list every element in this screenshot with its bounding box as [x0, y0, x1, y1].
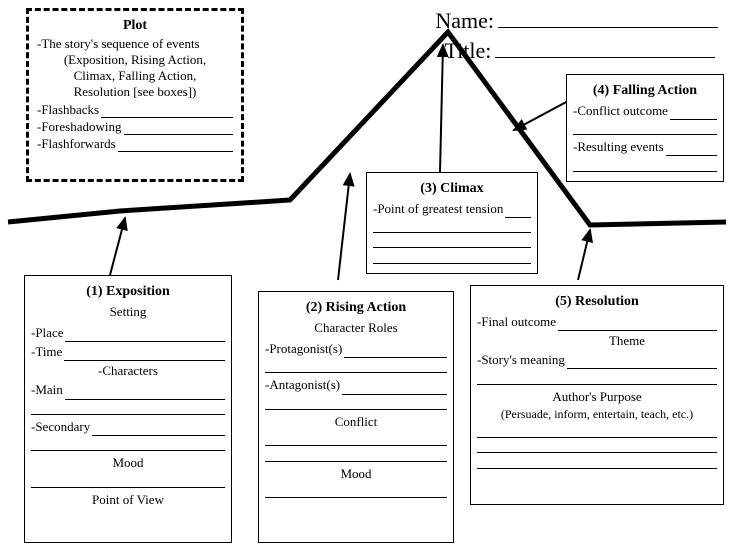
resolution-title: (5) Resolution [477, 292, 717, 312]
field-row[interactable]: -Protagonist(s) [265, 340, 447, 358]
title-label: Title: [435, 38, 495, 64]
exposition-subtitle: Setting [31, 303, 225, 321]
field-row[interactable]: -Main [31, 381, 225, 399]
blank-line[interactable] [573, 159, 717, 171]
plot-box-line: -The story's sequence of events [37, 36, 233, 52]
title-input-line[interactable] [495, 36, 715, 58]
blank-line[interactable] [265, 486, 447, 498]
arrow-falling [514, 100, 570, 130]
arrow-exposition [110, 218, 125, 275]
section-heading: Point of View [31, 491, 225, 509]
field-row[interactable]: -Antagonist(s) [265, 376, 447, 394]
arrow-resolution [578, 230, 590, 280]
field-row[interactable]: -Time [31, 343, 225, 361]
section-heading: Mood [31, 454, 225, 472]
blank-line[interactable] [373, 221, 531, 233]
name-label: Name: [435, 8, 498, 34]
blank-line[interactable] [477, 441, 717, 453]
blank-line[interactable] [31, 403, 225, 415]
rising-subtitle: Character Roles [265, 319, 447, 337]
field-row[interactable]: -Story's meaning [477, 351, 717, 369]
field-row[interactable]: -Point of greatest tension [373, 200, 531, 218]
arrow-rising [338, 174, 350, 280]
blank-line[interactable] [477, 456, 717, 468]
field-row[interactable]: -Place [31, 324, 225, 342]
name-input-line[interactable] [498, 6, 718, 28]
blank-line[interactable] [373, 251, 531, 263]
blank-line[interactable] [265, 449, 447, 461]
section-heading: Mood [265, 465, 447, 483]
field-row[interactable]: -Secondary [31, 418, 225, 436]
blank-line[interactable] [31, 439, 225, 451]
section-heading: Theme [477, 332, 717, 350]
plot-box-line: Climax, Falling Action, [37, 68, 233, 84]
rising-action-box: (2) Rising Action Character Roles -Prota… [258, 291, 454, 543]
plot-box-field[interactable]: -Foreshadowing [37, 119, 233, 135]
blank-line[interactable] [477, 425, 717, 437]
field-row[interactable]: -Conflict outcome [573, 102, 717, 120]
climax-title: (3) Climax [373, 179, 531, 199]
field-row[interactable]: -Final outcome [477, 313, 717, 331]
blank-line[interactable] [477, 372, 717, 384]
blank-line[interactable] [265, 361, 447, 373]
blank-line[interactable] [373, 236, 531, 248]
plot-box-line: Resolution [see boxes]) [37, 84, 233, 100]
plot-box-line: (Exposition, Rising Action, [37, 52, 233, 68]
exposition-box: (1) Exposition Setting -Place-Time-Chara… [24, 275, 232, 543]
falling-title: (4) Falling Action [573, 81, 717, 101]
blank-line[interactable] [265, 434, 447, 446]
resolution-box: (5) Resolution -Final outcomeTheme-Story… [470, 285, 724, 505]
section-heading: Author's Purpose [477, 388, 717, 406]
plot-definition-box: Plot -The story's sequence of events (Ex… [26, 8, 244, 182]
section-heading: Conflict [265, 413, 447, 431]
climax-box: (3) Climax -Point of greatest tension [366, 172, 538, 274]
exposition-title: (1) Exposition [31, 282, 225, 302]
field-row[interactable]: -Resulting events [573, 138, 717, 156]
plot-box-title: Plot [37, 17, 233, 35]
blank-line[interactable] [31, 476, 225, 488]
section-heading: -Characters [31, 362, 225, 380]
header: Name: Title: [435, 6, 718, 66]
plot-box-field[interactable]: -Flashbacks [37, 102, 233, 118]
rising-title: (2) Rising Action [265, 298, 447, 318]
blank-line[interactable] [573, 123, 717, 135]
note-text: (Persuade, inform, entertain, teach, etc… [477, 406, 717, 423]
falling-action-box: (4) Falling Action -Conflict outcome -Res… [566, 74, 724, 182]
plot-box-field[interactable]: -Flashforwards [37, 136, 233, 152]
blank-line[interactable] [265, 398, 447, 410]
worksheet-page: Name: Title: Plot -The story's sequence … [0, 0, 736, 560]
